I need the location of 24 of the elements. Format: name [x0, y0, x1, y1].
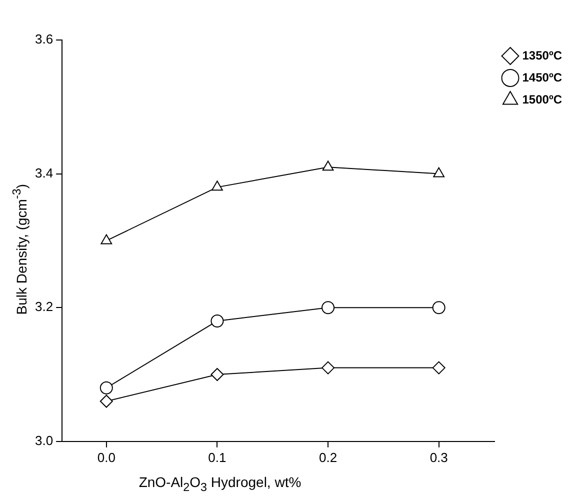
legend-label: 1450ºC	[522, 70, 562, 84]
point	[100, 381, 113, 394]
x-tick-label: 0.1	[208, 450, 226, 465]
y-tick-label: 3.2	[34, 299, 54, 314]
point	[100, 394, 113, 408]
point	[432, 301, 446, 314]
point	[210, 368, 224, 381]
y-tick-label: 3.0	[34, 432, 54, 448]
point	[322, 361, 335, 374]
legend-label: 1500ºC	[522, 92, 562, 106]
legend-label: 1350ºC	[522, 48, 562, 62]
point	[432, 361, 446, 374]
point	[100, 234, 112, 244]
x-tick-label: 0.0	[97, 450, 116, 465]
y-tick-label: 3.6	[34, 32, 54, 47]
x-tick-label: 0.2	[318, 450, 338, 465]
point	[322, 301, 335, 314]
x-axis-title: ZnO-Al$_{2}$O$_{3}$ Hydrogel, wt%	[138, 474, 302, 494]
point	[212, 180, 223, 191]
x-tick-label: 0.3	[430, 450, 448, 465]
point	[210, 314, 224, 328]
point	[433, 167, 445, 178]
y-tick-label: 3.4	[34, 165, 54, 180]
point	[322, 160, 334, 171]
